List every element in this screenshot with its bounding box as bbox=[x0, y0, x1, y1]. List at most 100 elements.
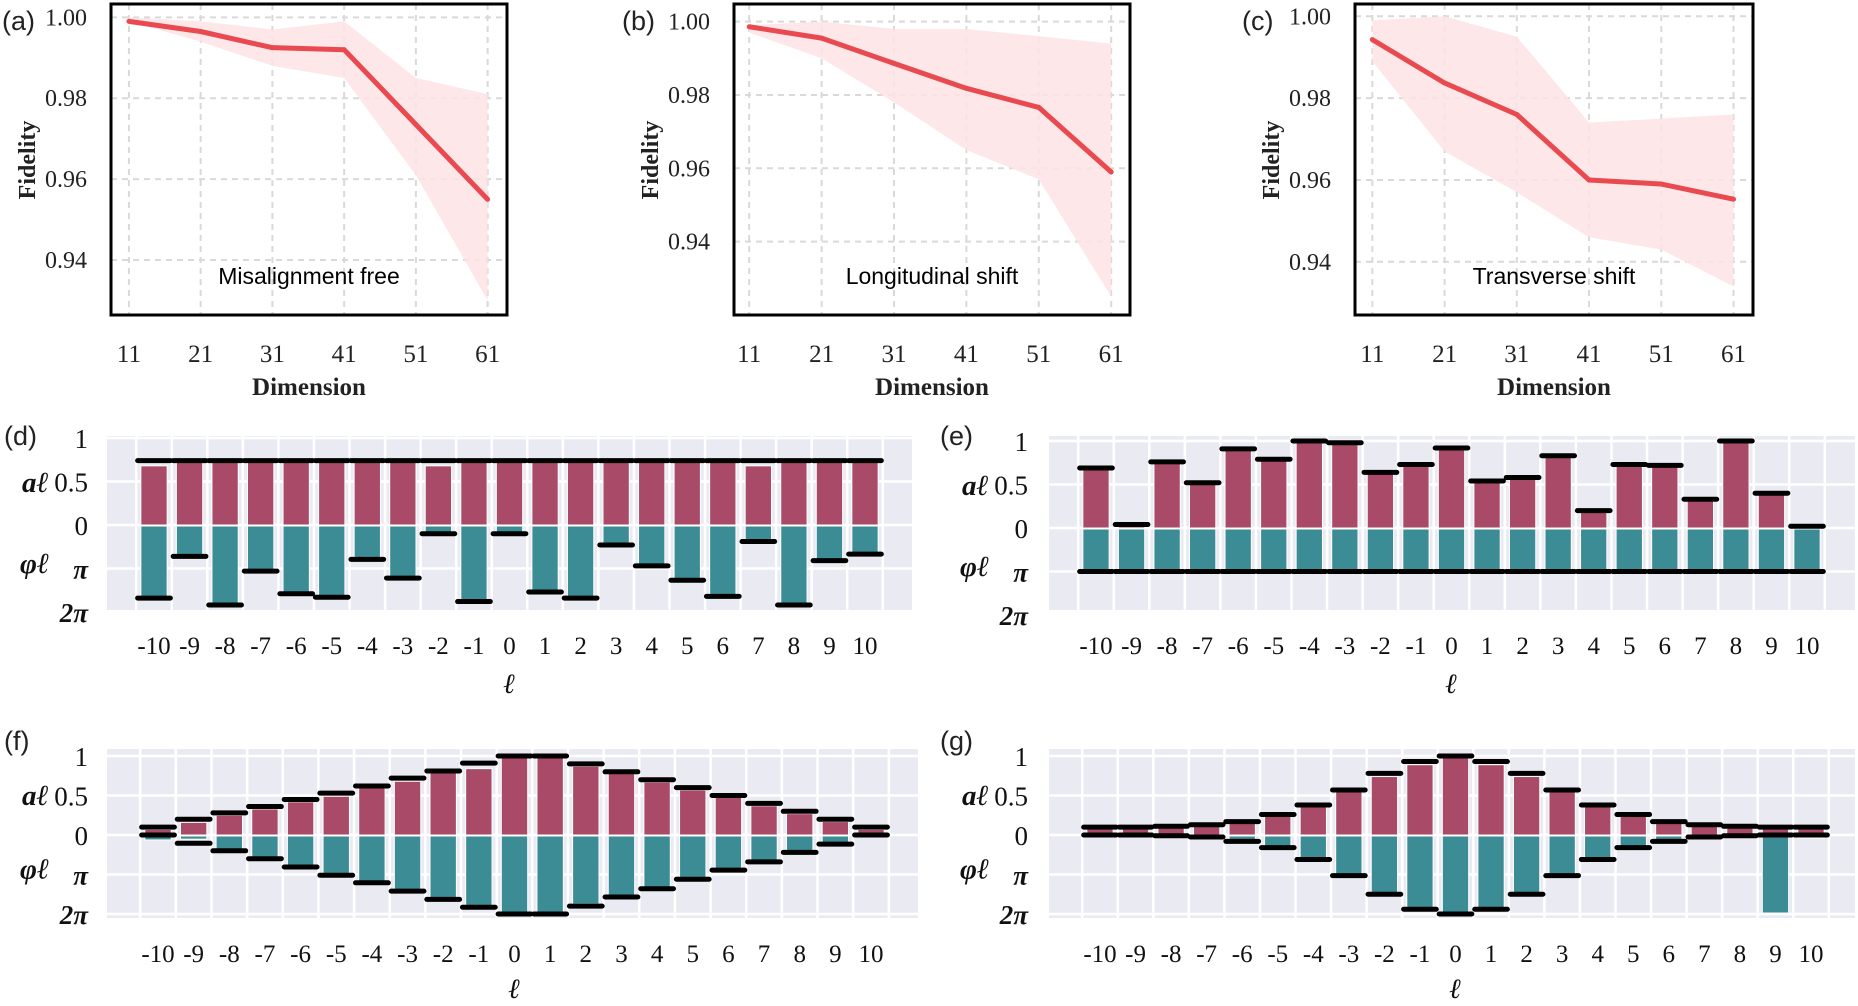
x-tick-label: -5 bbox=[321, 633, 342, 660]
data-point bbox=[1658, 181, 1664, 187]
x-tick-label: 10 bbox=[1799, 941, 1824, 968]
x-axis-label: ℓ bbox=[503, 669, 516, 700]
x-tick-label: -3 bbox=[392, 633, 413, 660]
x-tick-label: -10 bbox=[1083, 941, 1116, 968]
phase-bar bbox=[536, 835, 564, 916]
x-tick-label: 61 bbox=[1721, 341, 1746, 368]
phase-bar bbox=[643, 835, 671, 890]
x-tick-label: 0 bbox=[1445, 633, 1458, 660]
amplitude-bar bbox=[1192, 825, 1221, 836]
phase-bar bbox=[1548, 835, 1576, 876]
x-tick-label: 1 bbox=[1485, 941, 1498, 968]
x-tick-label: -2 bbox=[428, 633, 449, 660]
plot-frame bbox=[732, 2, 1132, 317]
x-axis-label: Dimension bbox=[1497, 374, 1611, 401]
amplitude-bar bbox=[465, 768, 493, 836]
amplitude-bar bbox=[673, 461, 701, 526]
x-tick-label: 61 bbox=[475, 341, 500, 368]
x-tick-label: 31 bbox=[1504, 341, 1529, 368]
phase-bar bbox=[500, 835, 529, 916]
amplitude-axis-label: aℓ bbox=[22, 467, 49, 499]
x-axis-label: Dimension bbox=[252, 374, 366, 401]
x-tick-label: -5 bbox=[1263, 633, 1284, 660]
amplitude-bar bbox=[1686, 500, 1715, 529]
plot-frame bbox=[1353, 2, 1755, 317]
x-tick-label: -9 bbox=[1121, 633, 1142, 660]
x-tick-label: 11 bbox=[737, 341, 761, 368]
phase-bar bbox=[246, 525, 275, 572]
y-axis-label: Fidelity bbox=[638, 121, 664, 200]
x-tick-label: -1 bbox=[464, 633, 485, 660]
y-tick-label: 0.5 bbox=[54, 468, 88, 498]
data-point bbox=[485, 196, 491, 202]
amplitude-bar bbox=[282, 461, 310, 526]
phase-bar bbox=[1584, 835, 1612, 861]
x-tick-label: -6 bbox=[1232, 941, 1253, 968]
amplitude-bar bbox=[1406, 764, 1434, 836]
line-panel-b: 1.00 0.98 0.96 0.94 Longitudinal shift 11 21 31… bbox=[622, 2, 1132, 401]
phase-bar bbox=[1117, 528, 1146, 573]
amplitude-bar bbox=[821, 821, 850, 836]
phase-bar bbox=[1761, 835, 1790, 914]
phase-bar bbox=[673, 525, 701, 581]
y-tick-label: 2π bbox=[999, 900, 1030, 930]
x-tick-label: -2 bbox=[1374, 941, 1395, 968]
amplitude-bar bbox=[1722, 442, 1750, 529]
x-tick-label: -10 bbox=[137, 633, 170, 660]
x-tick-label: -3 bbox=[1334, 633, 1355, 660]
x-tick-label: 4 bbox=[645, 633, 658, 660]
y-tick-label: 1 bbox=[75, 742, 89, 772]
x-tick-label: 6 bbox=[717, 633, 730, 660]
amplitude-bar bbox=[1224, 450, 1252, 529]
amplitude-bar bbox=[744, 465, 773, 526]
phase-bar bbox=[709, 525, 737, 597]
amplitude-bar bbox=[1264, 815, 1292, 836]
x-tick-label: 1 bbox=[544, 941, 557, 968]
x-tick-label: 2 bbox=[1520, 941, 1533, 968]
x-tick-label: -8 bbox=[1157, 633, 1178, 660]
line-panel-a: 1.00 0.98 0.96 0.94 Misalignment free 11 21 31 4… bbox=[2, 2, 509, 401]
x-tick-label: -1 bbox=[1410, 941, 1431, 968]
amplitude-bar bbox=[1651, 466, 1679, 529]
phase-bar bbox=[1615, 528, 1643, 573]
phase-bar bbox=[607, 835, 636, 898]
phase-bar bbox=[815, 525, 844, 562]
phase-bar bbox=[1441, 835, 1470, 916]
data-point bbox=[126, 18, 132, 24]
x-tick-label: -7 bbox=[250, 633, 271, 660]
phase-bar bbox=[1224, 528, 1252, 573]
y-axis-label: Fidelity bbox=[1259, 121, 1285, 200]
y-axis-label: Fidelity bbox=[15, 121, 41, 200]
y-tick-label: 1.00 bbox=[1289, 4, 1331, 30]
amplitude-bar bbox=[140, 465, 168, 526]
confidence-band bbox=[749, 21, 1112, 297]
panel-label: (d) bbox=[4, 421, 37, 451]
phase-bar bbox=[572, 835, 600, 905]
x-tick-label: -8 bbox=[219, 941, 240, 968]
x-tick-label: -9 bbox=[183, 941, 204, 968]
amplitude-bar bbox=[638, 461, 666, 526]
phase-bar bbox=[679, 835, 707, 880]
x-tick-label: 51 bbox=[1026, 341, 1051, 368]
amplitude-bar bbox=[1619, 815, 1647, 836]
phase-bar bbox=[1402, 528, 1430, 573]
amplitude-bar bbox=[246, 461, 275, 526]
phase-bar bbox=[1580, 528, 1608, 573]
amplitude-bar bbox=[179, 821, 208, 836]
amplitude-bar bbox=[1188, 484, 1217, 529]
x-tick-label: -4 bbox=[361, 941, 382, 968]
y-tick-label: 0 bbox=[1015, 514, 1029, 544]
phase-bar bbox=[1406, 835, 1434, 911]
amplitude-bar bbox=[786, 813, 814, 836]
x-tick-label: 7 bbox=[752, 633, 765, 660]
x-tick-label: 61 bbox=[1099, 341, 1124, 368]
phase-bar bbox=[602, 525, 630, 546]
phase-bar bbox=[393, 835, 422, 892]
phase-bar bbox=[750, 835, 778, 863]
y-tick-label: 0.96 bbox=[45, 167, 87, 193]
amplitude-bar bbox=[1331, 443, 1359, 529]
phase-bar bbox=[851, 525, 879, 555]
x-tick-label: 9 bbox=[829, 941, 842, 968]
